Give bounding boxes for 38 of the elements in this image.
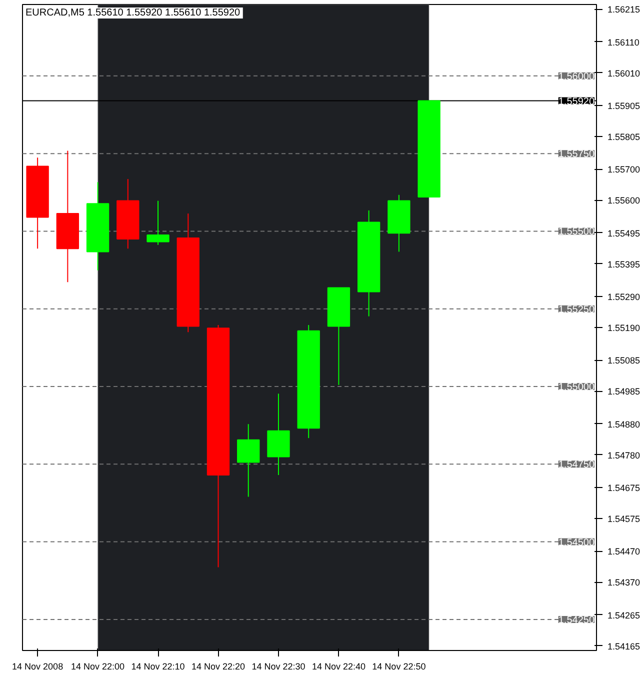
y-tick-label: 1.55395 bbox=[608, 259, 640, 270]
y-tick-label: 1.54880 bbox=[608, 419, 640, 430]
y-tick-label: 1.55805 bbox=[608, 132, 640, 142]
y-tick-label: 1.54165 bbox=[608, 641, 640, 652]
y-tick-label: 1.55905 bbox=[608, 100, 640, 111]
x-tick-label: 14 Nov 2008 bbox=[12, 662, 64, 672]
ref-line-label: 1.54500 bbox=[558, 537, 595, 548]
ref-line-label: 1.56000 bbox=[558, 71, 595, 82]
ref-line-label: 1.55500 bbox=[558, 226, 595, 238]
y-tick-label: 1.56215 bbox=[608, 4, 640, 15]
y-tick-label: 1.54370 bbox=[608, 578, 640, 588]
y-tick-label: 1.54780 bbox=[608, 450, 640, 460]
y-tick-label: 1.55700 bbox=[608, 164, 640, 175]
x-tick-label: 14 Nov 22:50 bbox=[372, 662, 426, 672]
y-tick-label: 1.54575 bbox=[608, 514, 640, 524]
ref-line-label: 1.55920 bbox=[558, 96, 595, 108]
ref-line-label: 1.55000 bbox=[558, 382, 595, 394]
x-tick-label: 14 Nov 22:10 bbox=[131, 662, 185, 672]
y-tick-label: 1.55190 bbox=[608, 323, 640, 333]
x-tick-label: 14 Nov 22:00 bbox=[71, 662, 125, 672]
ref-line-label: 1.55250 bbox=[558, 304, 595, 316]
candlestick bbox=[237, 424, 260, 498]
y-tick-label: 1.54265 bbox=[608, 610, 640, 620]
y-tick-label: 1.56010 bbox=[608, 68, 640, 78]
y-tick-label: 1.55085 bbox=[608, 356, 640, 366]
x-tick-label: 14 Nov 22:30 bbox=[252, 662, 306, 672]
x-tick-label: 14 Nov 22:20 bbox=[191, 662, 246, 672]
candlestick bbox=[146, 200, 170, 246]
y-tick-label: 1.55495 bbox=[608, 228, 640, 238]
y-tick-label: 1.55600 bbox=[608, 196, 640, 206]
chart-title: EURCAD,M5 1.55610 1.55920 1.55610 1.55920 bbox=[26, 8, 241, 18]
y-tick-label: 1.54675 bbox=[608, 482, 640, 493]
x-tick-label: 14 Nov 22:40 bbox=[312, 662, 366, 672]
y-tick-label: 1.54470 bbox=[608, 546, 640, 557]
y-tick-label: 1.56110 bbox=[608, 37, 640, 48]
ref-line-label: 1.54250 bbox=[558, 614, 595, 626]
y-tick-label: 1.55290 bbox=[608, 292, 640, 302]
y-tick-label: 1.54985 bbox=[608, 386, 640, 397]
